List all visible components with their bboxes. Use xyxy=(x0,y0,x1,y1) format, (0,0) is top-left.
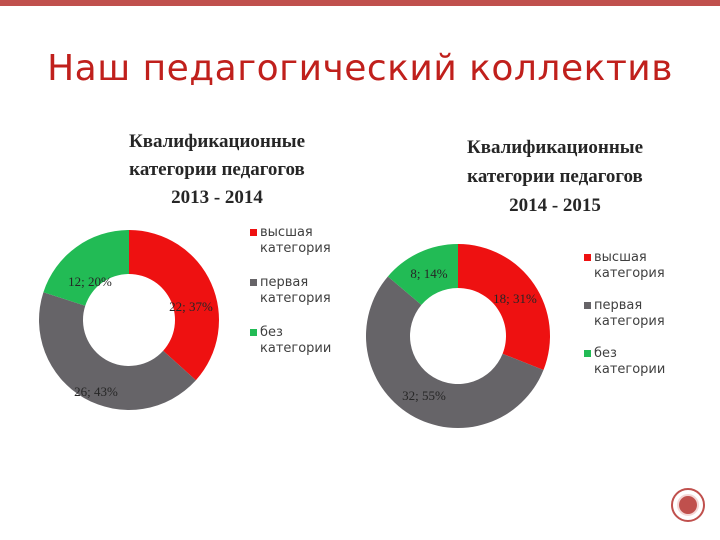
chart-title-line: Квалификационные xyxy=(466,137,644,158)
legend-item-highest: высшая категория xyxy=(250,225,352,257)
data-label-none: 8; 14% xyxy=(410,266,447,281)
legend-label: первая категория xyxy=(260,275,331,306)
slice-none-2013-2014 xyxy=(43,230,129,306)
legend-item-first: первая категория xyxy=(584,298,686,330)
legend-swatch-none xyxy=(584,350,591,357)
chart-title-line: категории педагогов xyxy=(467,166,643,187)
legend-item-first: первая категория xyxy=(250,275,352,307)
legend-label: первая категория xyxy=(594,298,665,329)
data-label-none: 12; 20% xyxy=(68,274,112,289)
corner-badge-icon xyxy=(671,488,705,522)
data-label-first: 32; 55% xyxy=(402,388,446,403)
legend-swatch-highest xyxy=(250,229,257,236)
chart-title-line: 2014 - 2015 xyxy=(509,195,601,216)
legend-swatch-first xyxy=(250,279,257,286)
chart-title-line: Квалификационные xyxy=(128,131,306,152)
legend-label: без категории xyxy=(594,346,666,377)
legend-item-none: без категории xyxy=(250,325,352,357)
legend-item-highest: высшая категория xyxy=(584,250,686,282)
legend-label: высшая категория xyxy=(260,225,331,256)
legend-swatch-first xyxy=(584,302,591,309)
legend-swatch-none xyxy=(250,329,257,336)
data-label-highest: 18; 31% xyxy=(493,291,537,306)
slice-first-2013-2014 xyxy=(38,292,196,411)
legend-label: без категории xyxy=(260,325,332,356)
legend-item-none: без категории xyxy=(584,346,686,378)
legend-swatch-highest xyxy=(584,254,591,261)
chart-title-line: категории педагогов xyxy=(129,159,305,180)
slice-highest-2014-2015 xyxy=(458,244,551,371)
data-label-first: 26; 43% xyxy=(74,384,118,399)
slice-highest-2013-2014 xyxy=(129,230,220,381)
page-title: Наш педагогический коллектив xyxy=(47,48,673,89)
slice-none-2014-2015 xyxy=(387,244,458,305)
top-accent-rule xyxy=(0,0,720,6)
chart-title-2013-2014: Квалификационные категории педагогов 201… xyxy=(92,128,342,212)
slice-first-2014-2015 xyxy=(366,276,544,428)
chart-title-2014-2015: Квалификационные категории педагогов 201… xyxy=(420,133,690,220)
chart-title-line: 2013 - 2014 xyxy=(171,187,263,208)
data-label-highest: 22; 37% xyxy=(169,299,213,314)
legend-label: высшая категория xyxy=(594,250,665,281)
